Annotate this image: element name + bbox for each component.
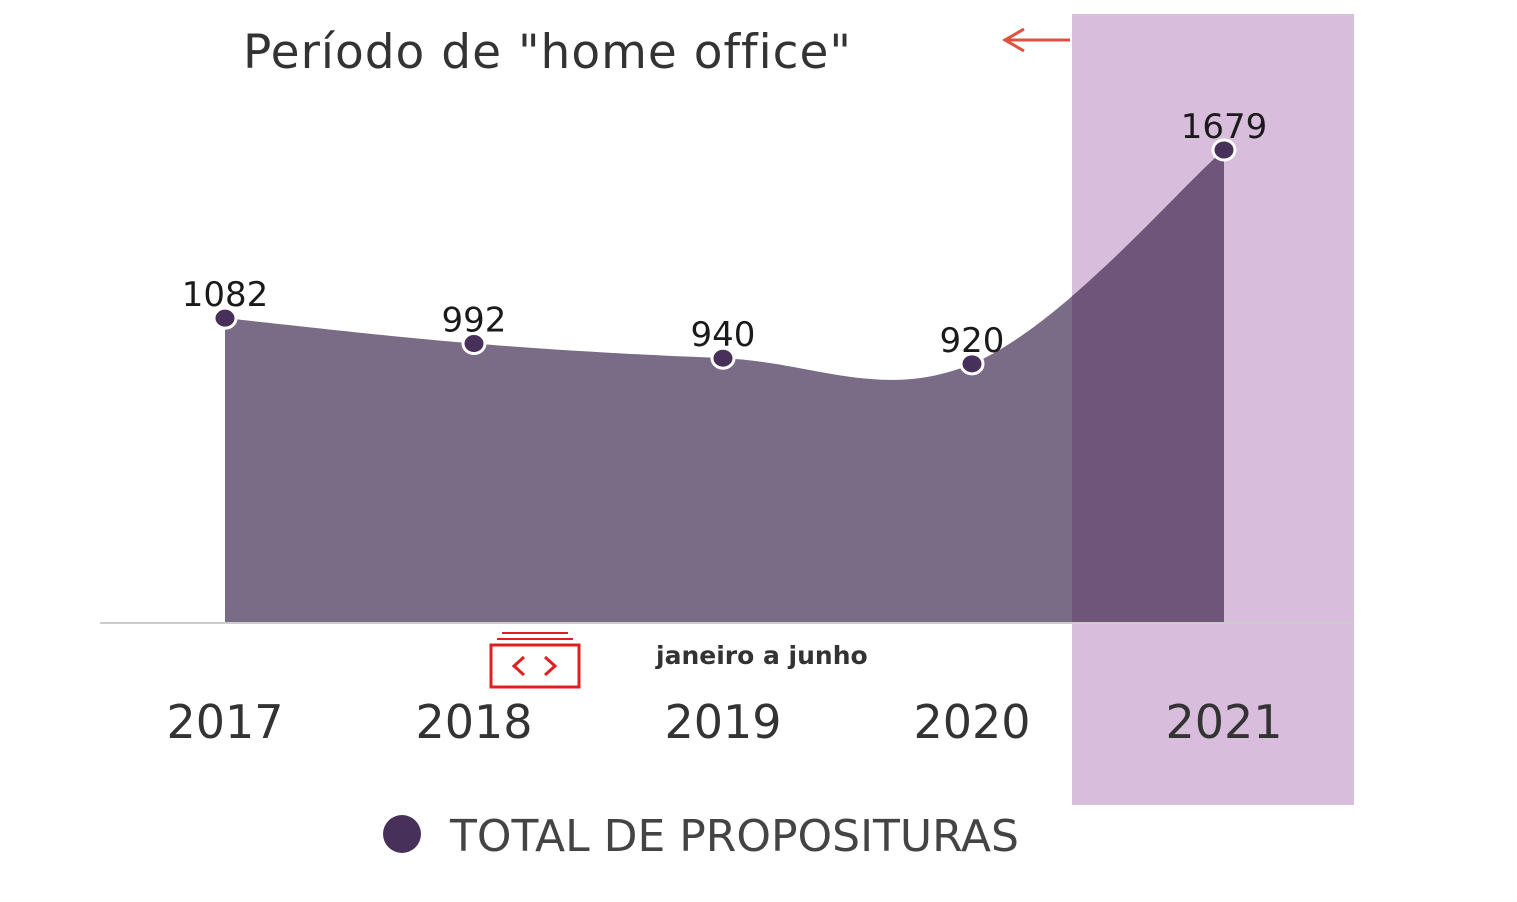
series-area — [225, 150, 1224, 623]
x-tick-2020: 2020 — [913, 695, 1030, 749]
x-tick-2019: 2019 — [664, 695, 781, 749]
data-labels: 1082 992 940 920 1679 — [182, 107, 1268, 361]
data-label-2021: 1679 — [1181, 107, 1268, 147]
data-point-2021[interactable] — [1211, 138, 1237, 162]
data-label-2018: 992 — [442, 301, 507, 341]
data-point-2017[interactable] — [212, 306, 238, 330]
data-point-2019[interactable] — [710, 346, 736, 370]
home-office-annotation: Período de "home office" — [243, 25, 852, 80]
annotation-arrow-icon — [1002, 27, 1070, 53]
period-note: janeiro a junho — [655, 641, 868, 670]
data-label-2020: 920 — [940, 321, 1005, 361]
x-tick-2017: 2017 — [166, 695, 283, 749]
series-area-highlighted — [1072, 150, 1224, 623]
legend: TOTAL DE PROPOSITURAS — [383, 811, 1019, 862]
x-axis-ticks: 2017 2018 2019 2020 2021 — [166, 695, 1282, 749]
legend-label: TOTAL DE PROPOSITURAS — [449, 811, 1019, 862]
legend-marker — [383, 815, 421, 853]
data-point-2020[interactable] — [959, 352, 985, 376]
data-label-2019: 940 — [691, 315, 756, 355]
data-point-2018[interactable] — [461, 332, 487, 356]
data-label-2017: 1082 — [182, 275, 269, 315]
embed-code-icon[interactable] — [489, 632, 581, 689]
series-markers — [212, 138, 1237, 376]
x-tick-2018: 2018 — [415, 695, 532, 749]
x-tick-2021: 2021 — [1165, 695, 1282, 749]
